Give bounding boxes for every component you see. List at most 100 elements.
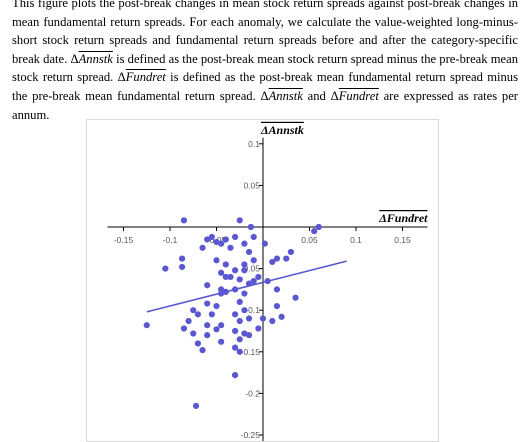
annstk-variable-2: Annstk (268, 88, 303, 103)
y-tick-label-5: -0.2 (245, 388, 260, 398)
data-point-42 (218, 290, 225, 297)
data-point-35 (250, 277, 257, 285)
delta-annstk-symbol: Δ (70, 51, 79, 66)
data-point-12 (250, 233, 257, 241)
data-point-30 (232, 267, 239, 274)
data-point-46 (236, 298, 243, 305)
data-point-43 (241, 290, 248, 297)
caption-text-2: is defined as the post-break mean stock … (12, 51, 519, 85)
data-point-65 (213, 326, 220, 333)
data-point-0 (180, 217, 188, 224)
data-point-50 (194, 311, 201, 318)
data-point-66 (232, 327, 239, 335)
data-point-76 (232, 344, 239, 351)
data-point-8 (218, 240, 225, 247)
data-point-1 (236, 217, 243, 224)
data-point-56 (185, 317, 192, 325)
data-point-55 (143, 322, 150, 329)
data-point-59 (236, 317, 243, 325)
data-point-9 (222, 236, 229, 243)
data-point-71 (245, 332, 253, 339)
data-point-40 (232, 286, 239, 293)
data-point-11 (241, 240, 248, 247)
data-point-51 (208, 311, 215, 318)
data-point-20 (178, 255, 186, 262)
data-point-19 (273, 255, 281, 262)
x-tick-label-5: 0.1 (350, 235, 362, 245)
data-point-69 (204, 332, 211, 339)
data-point-75 (199, 347, 206, 354)
data-point-37 (204, 282, 211, 289)
y-tick-label-3: -0.1 (245, 305, 260, 315)
data-point-78 (232, 371, 239, 379)
data-point-4 (311, 228, 318, 235)
data-point-34 (255, 273, 262, 281)
annstk-variable: Annstk (78, 51, 113, 66)
y-tick-label-4: -0.15 (241, 347, 261, 357)
y-tick-label-0: 0.1 (248, 139, 260, 149)
figure-caption: This figure plots the post-break changes… (12, 0, 518, 124)
data-point-72 (236, 336, 243, 343)
delta-fundret-symbol-2: Δ (330, 88, 339, 103)
data-point-2 (247, 223, 255, 231)
data-point-5 (204, 236, 211, 243)
x-tick-label-6: 0.15 (394, 235, 411, 245)
data-point-57 (204, 322, 211, 329)
data-point-60 (245, 315, 253, 322)
x-tick-label-1: -0.1 (163, 235, 178, 245)
data-point-7 (213, 238, 220, 246)
data-point-18 (283, 255, 290, 262)
delta-annstk-symbol-2: Δ (260, 88, 269, 103)
data-point-54 (232, 311, 239, 318)
caption-text-3: is defined as the post-break mean fundam… (12, 70, 518, 103)
x-tick-label-4: 0.05 (301, 235, 318, 245)
data-point-64 (180, 325, 188, 332)
data-point-49 (190, 307, 197, 314)
data-point-29 (222, 273, 229, 281)
data-point-61 (259, 315, 267, 322)
data-point-28 (218, 269, 225, 276)
data-point-22 (222, 261, 229, 268)
data-point-47 (213, 302, 220, 310)
data-point-52 (241, 307, 248, 314)
data-point-25 (269, 258, 276, 266)
data-point-68 (190, 330, 197, 337)
data-point-27 (178, 263, 186, 271)
caption-text-5: are expressed as rates per annum. (12, 88, 519, 122)
data-point-58 (218, 322, 225, 329)
data-point-45 (292, 294, 299, 301)
caption-text-4: and (302, 88, 331, 103)
data-point-13 (261, 240, 268, 247)
data-point-33 (236, 276, 243, 283)
delta-fundret-symbol: Δ (117, 70, 126, 85)
data-point-48 (204, 300, 211, 307)
data-point-62 (269, 317, 276, 325)
data-point-74 (218, 338, 225, 345)
trendline (146, 260, 347, 313)
data-point-31 (241, 267, 248, 274)
data-point-63 (278, 313, 285, 320)
fundret-variable-2: Fundret (338, 88, 379, 103)
data-point-24 (250, 257, 257, 264)
data-point-67 (255, 325, 262, 332)
data-point-73 (194, 340, 201, 347)
data-point-44 (273, 286, 281, 293)
data-point-53 (273, 302, 281, 310)
y-tick-label-1: 0.05 (243, 180, 260, 190)
y-axis-title: ΔAnnstk (260, 123, 304, 137)
data-point-26 (162, 265, 169, 272)
fundret-variable: Fundret (125, 70, 166, 85)
data-point-10 (232, 233, 239, 241)
data-point-14 (199, 244, 206, 251)
x-axis-title: ΔFundret (378, 211, 428, 225)
x-tick-label-0: -0.15 (114, 235, 134, 245)
data-point-41 (245, 280, 253, 287)
data-point-32 (227, 273, 234, 281)
data-point-79 (192, 402, 200, 409)
data-point-15 (227, 244, 234, 251)
data-point-39 (222, 288, 229, 295)
data-point-77 (236, 348, 243, 355)
data-point-3 (315, 223, 322, 231)
data-point-16 (245, 248, 253, 256)
